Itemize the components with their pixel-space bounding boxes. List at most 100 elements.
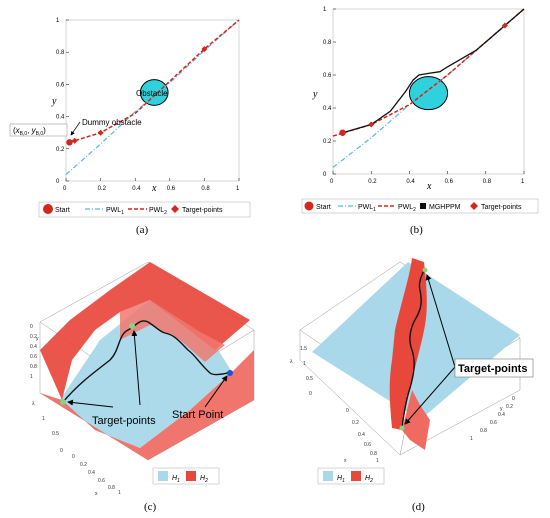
panel-d-surface-h2-ribbon <box>389 258 427 430</box>
legend-h1-swatch <box>323 471 333 481</box>
axis-tick-label: 0 <box>346 408 349 414</box>
legend-start-text: Start <box>55 207 70 214</box>
y-tick-label: 1 <box>56 18 60 24</box>
panel-c-arrow-start <box>204 375 228 408</box>
legend-pwl1-text: PWL1 <box>106 207 124 216</box>
target-point <box>501 22 508 29</box>
panel-d-target-point-1 <box>399 425 405 431</box>
legend-h2-text: H2 <box>200 475 208 484</box>
axis-tick-label: 0.5 <box>52 431 59 437</box>
axis-tick-label: 0.8 <box>370 451 377 457</box>
panel-c-bottom-ticks: 0 0.20.40.60.81 <box>72 454 121 496</box>
pwl1-line <box>332 8 525 168</box>
axis-tick-label: 1 <box>303 361 306 367</box>
x-tick-label: 0.2 <box>98 186 107 192</box>
pwl2-line <box>69 19 240 144</box>
legend-pwl2-text: PWL2 <box>149 207 167 216</box>
x-tick-label: 0.8 <box>201 186 210 192</box>
panel-d-legend: H1 H2 <box>317 467 385 485</box>
panel-c-legend: H1 H2 <box>152 467 220 485</box>
legend-mghppm-text: MGHPPM <box>429 204 461 211</box>
axis-tick-label: 0.2 <box>30 334 37 340</box>
start-point <box>66 139 73 146</box>
x-tick-label: 0.6 <box>167 186 176 192</box>
x-tick-label: 1 <box>521 179 525 185</box>
panel-c-arrow-target-1 <box>67 399 114 408</box>
y-tick-label: 0.4 <box>323 106 332 112</box>
y-tick-label: 0 <box>56 179 60 185</box>
panel-c-arrow-target-2 <box>131 330 141 406</box>
panel-b-plot-area: 0 0.2 0.4 0.6 0.8 1 0 0.2 0.4 0.6 0.8 1 <box>323 7 525 185</box>
legend-start-marker <box>43 204 53 214</box>
legend-mghppm-marker <box>420 203 426 209</box>
panel-d-arrow-target-2 <box>425 274 456 368</box>
panel-a-y-axis-label: y <box>51 96 57 107</box>
y-tick-label: 0.4 <box>56 115 65 121</box>
axis-tick-label: 0.2 <box>352 420 359 426</box>
panel-c-left-ticks: 0 0.2 0.4 0.6 0.8 1 <box>30 324 37 380</box>
axis-tick-label: 0.8 <box>108 485 115 491</box>
panel-c-lambda-ticks: 10.50 <box>42 416 63 454</box>
y-tick-label: 0.2 <box>323 139 332 145</box>
axis-tick-label: 1 <box>118 490 121 496</box>
start-point <box>339 129 346 136</box>
axis-tick-label: 0.8 <box>480 428 487 434</box>
target-point <box>368 121 375 128</box>
x-tick-label: 0 <box>63 186 67 192</box>
target-point <box>97 129 104 136</box>
panel-d-x-label: x <box>344 458 347 464</box>
panel-c-surface-h2-upper <box>40 262 250 400</box>
legend-pwl1-text: PWL1 <box>358 204 376 213</box>
panel-a-plot-area: 0 0.2 0.4 0.6 0.8 1 0 0.2 0.4 0.6 0.8 1 <box>56 18 240 192</box>
panel-d-right-ticks: 0 0.20.40.60.8 1 <box>470 396 515 442</box>
axis-tick-label: 0.8 <box>30 364 37 370</box>
axis-tick-label: 0 <box>72 454 75 460</box>
panel-d-caption: (d) <box>412 501 425 513</box>
panel-c-path <box>62 320 229 403</box>
axis-tick-label: 1 <box>30 374 33 380</box>
x-tick-label: 0.4 <box>132 186 141 192</box>
axis-tick-label: 0 <box>60 448 63 454</box>
y-tick-label: 0.8 <box>56 50 65 56</box>
x-tick-label: 1 <box>236 186 240 192</box>
panel-c: Target-points Start Point λ y x 00.20.40… <box>30 261 255 513</box>
panel-c-x-label: x <box>95 491 98 497</box>
legend-start-text: Start <box>316 204 331 211</box>
y-tick-label: 0 <box>323 172 327 178</box>
axis-tick-label: 1.5 <box>300 346 307 352</box>
axis-tick-label: 0 <box>309 391 312 397</box>
obstacle-circle <box>408 76 449 111</box>
panel-b-x-axis-label: x <box>426 181 432 192</box>
legend-pwl2-text: PWL2 <box>398 204 416 213</box>
legend-h2-text: H2 <box>365 475 373 484</box>
panel-a-start-label: (xB,0, yB,0) <box>13 126 46 137</box>
legend-target-text: Target-points <box>481 204 522 211</box>
axis-tick-label: 0.4 <box>358 432 365 438</box>
panel-d-targets-label: Target-points <box>458 363 527 375</box>
legend-target-marker <box>171 205 179 213</box>
panel-c-target-point-1 <box>60 399 66 405</box>
x-tick-label: 0.8 <box>483 179 492 185</box>
x-tick-label: 0.4 <box>406 179 415 185</box>
panel-d-surface-h2-base <box>402 390 430 450</box>
obstacle-circle <box>139 79 169 106</box>
panel-b-legend: Start PWL1 PWL2 MGHPPM Target-points <box>301 198 539 214</box>
axis-tick-label: 0.2 <box>80 462 87 468</box>
panel-c-surface-h2-fold <box>120 300 225 362</box>
axis-tick-label: 0.6 <box>98 478 105 484</box>
pwl1-line <box>65 19 240 176</box>
panel-b-y-axis-label: y <box>312 89 318 100</box>
panel-d-target-point-2 <box>422 267 428 273</box>
y-tick-label: 0.2 <box>56 147 65 153</box>
panel-c-target-point-2 <box>129 323 135 329</box>
panel-d-y-label: y <box>500 406 503 412</box>
axis-tick-label: 0.4 <box>88 470 95 476</box>
legend-target-text: Target-points <box>182 207 223 214</box>
panel-d-bottom-ticks: 00.2 0.4 0.6 0.81 <box>346 408 379 464</box>
x-tick-label: 0.6 <box>445 179 454 185</box>
x-tick-label: 0 <box>330 179 334 185</box>
panel-b: 0 0.2 0.4 0.6 0.8 1 0 0.2 0.4 0.6 0.8 1 y x Start P… <box>301 7 539 236</box>
legend-h1-text: H1 <box>172 475 180 484</box>
axis-tick-label: 1 <box>376 458 379 464</box>
